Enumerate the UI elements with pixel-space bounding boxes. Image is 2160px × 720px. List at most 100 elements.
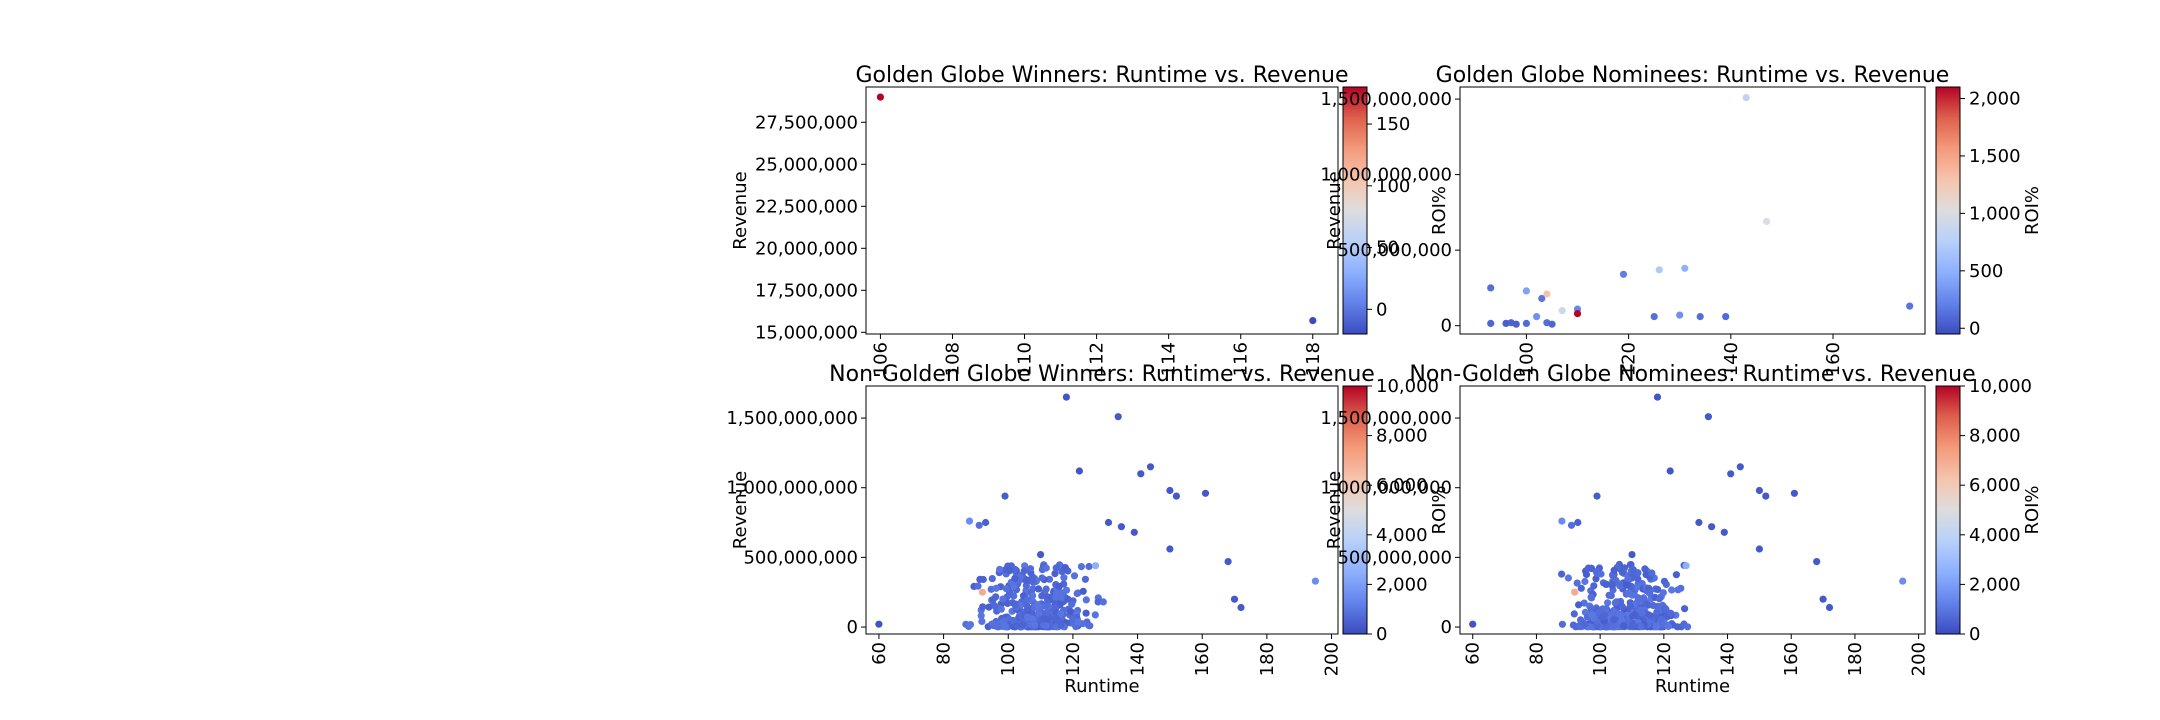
data-point	[1658, 621, 1666, 629]
y-tick-label: 500,000,000	[1337, 547, 1452, 568]
data-point	[1055, 582, 1063, 591]
data-point	[1674, 586, 1682, 594]
data-point	[1045, 575, 1054, 583]
data-point	[1086, 622, 1094, 630]
data-point	[1569, 621, 1577, 629]
colorbar-tick-label: 0	[1376, 624, 1387, 645]
data-point	[1074, 618, 1082, 626]
y-tick-label: 25,000,000	[755, 154, 858, 175]
data-point	[1079, 587, 1087, 595]
data-point	[1727, 470, 1735, 478]
data-point	[1006, 590, 1014, 598]
x-axis-label: Runtime	[1064, 676, 1139, 697]
data-point	[1075, 467, 1083, 475]
data-point	[992, 584, 1000, 592]
data-point	[1117, 523, 1125, 531]
data-point	[1064, 595, 1072, 603]
data-point	[1085, 562, 1093, 571]
x-tick-label: 200	[1322, 642, 1343, 676]
data-point	[978, 617, 986, 626]
y-tick-label: 1,000,000,000	[726, 478, 858, 499]
plot-frame	[865, 86, 1339, 335]
data-point	[993, 623, 1001, 631]
data-point	[1616, 580, 1624, 588]
x-tick-label: 100	[1516, 342, 1537, 376]
data-point	[996, 565, 1004, 574]
data-point	[1616, 610, 1624, 618]
data-point	[1708, 523, 1716, 531]
data-point	[1022, 576, 1030, 585]
chart-title: Non-Golden Globe Nominees: Runtime vs. R…	[1409, 362, 1975, 387]
data-point	[1099, 598, 1107, 606]
data-point	[1023, 596, 1032, 604]
y-tick-label: 1,500,000,000	[726, 408, 858, 429]
data-point	[1026, 565, 1035, 573]
x-tick-label: 116	[1231, 342, 1252, 376]
scatter-points	[1487, 94, 1914, 328]
data-point	[1068, 600, 1076, 608]
data-point	[1543, 290, 1551, 298]
data-point	[1755, 486, 1763, 495]
data-point	[1230, 595, 1239, 603]
x-tick-label: 180	[1257, 642, 1278, 676]
data-point	[1029, 585, 1037, 593]
colorbar-tick-label: 100	[1376, 176, 1410, 197]
data-point	[1582, 570, 1591, 579]
data-point	[1640, 594, 1648, 602]
x-tick-label: 114	[1159, 342, 1180, 376]
data-point	[1039, 615, 1047, 623]
data-point	[1676, 311, 1684, 319]
data-point	[1224, 558, 1232, 566]
data-point	[1064, 567, 1072, 575]
data-point	[1558, 570, 1566, 578]
colorbar-tick-label: 1,500	[1969, 146, 2021, 167]
data-point	[1081, 575, 1089, 583]
colorbar-tick-label: 2,000	[1969, 88, 2021, 109]
data-point	[1657, 615, 1665, 623]
data-point	[979, 603, 987, 611]
data-point	[1625, 589, 1633, 597]
data-point	[1570, 610, 1578, 618]
data-point	[1755, 545, 1763, 553]
data-point	[1763, 217, 1771, 226]
data-point	[1645, 611, 1653, 619]
data-point	[1053, 589, 1061, 597]
data-point	[1762, 492, 1770, 500]
data-point	[1052, 564, 1060, 572]
data-point	[965, 517, 974, 525]
data-point	[1038, 574, 1046, 582]
x-axis-label: Runtime	[1655, 676, 1730, 697]
data-point	[1558, 620, 1566, 628]
data-point	[1662, 605, 1670, 613]
data-point	[1005, 567, 1014, 575]
chart-title: Non-Golden Globe Winners: Runtime vs. Re…	[829, 362, 1375, 387]
y-axis-label: Revenue	[730, 171, 751, 249]
data-point	[1618, 568, 1626, 577]
data-point	[1602, 605, 1610, 613]
y-tick-label: 15,000,000	[755, 322, 858, 343]
data-point	[1573, 579, 1581, 587]
data-point	[1645, 589, 1653, 597]
data-point	[1666, 467, 1674, 475]
data-point	[1037, 551, 1045, 559]
colorbar-tick-label: 10,000	[1376, 376, 1439, 397]
data-point	[1742, 94, 1750, 102]
data-point	[875, 620, 883, 628]
data-point	[1626, 602, 1634, 610]
data-point	[1597, 570, 1605, 578]
data-point	[1610, 566, 1618, 575]
data-point	[1001, 622, 1009, 631]
data-point	[1736, 463, 1744, 471]
data-point	[1042, 585, 1050, 593]
data-point	[1624, 575, 1632, 583]
data-point	[975, 521, 983, 529]
data-point	[1040, 621, 1048, 629]
colorbar-tick-label: 6,000	[1376, 475, 1428, 496]
data-point	[1649, 601, 1657, 610]
scatter-points	[1469, 393, 1907, 631]
plot-frame	[865, 385, 1339, 635]
x-tick-label: 120	[1654, 642, 1675, 676]
data-point	[1564, 574, 1572, 582]
data-point	[1722, 313, 1730, 321]
x-tick-label: 106	[870, 342, 891, 376]
